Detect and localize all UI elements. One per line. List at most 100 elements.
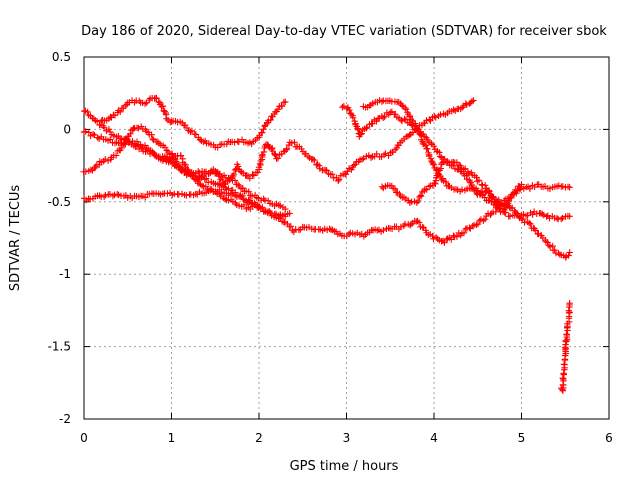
data-point: [120, 141, 128, 148]
data-point: [469, 222, 476, 230]
data-point: [369, 120, 376, 127]
data-point: [91, 131, 98, 139]
data-point: [135, 124, 142, 132]
data-point: [559, 214, 566, 222]
data-point: [565, 252, 572, 259]
data-point: [181, 161, 188, 168]
data-point: [223, 140, 230, 148]
data-point: [239, 184, 246, 192]
data-point: [430, 142, 438, 150]
y-tick-label: -1.5: [48, 340, 71, 354]
data-point: [427, 139, 435, 147]
y-tick-label: 0: [63, 122, 71, 136]
series-track-6: [159, 97, 477, 188]
x-axis-label: GPS time / hours: [290, 459, 399, 474]
x-tick-label: 1: [168, 431, 176, 445]
data-point: [243, 172, 250, 179]
series-track-5: [98, 94, 289, 151]
data-point: [339, 103, 346, 111]
data-point: [430, 161, 437, 169]
x-tick-label: 5: [518, 431, 526, 445]
data-point: [553, 214, 561, 222]
data-point: [508, 194, 515, 202]
data-point: [194, 178, 201, 185]
data-point: [100, 193, 108, 200]
data-point: [94, 134, 101, 141]
data-point: [289, 227, 296, 234]
data-point: [566, 184, 573, 191]
data-point: [529, 211, 536, 218]
data-point: [545, 242, 553, 249]
data-point: [450, 232, 457, 239]
data-point: [102, 155, 109, 163]
data-point: [149, 135, 156, 143]
x-tick-label: 2: [255, 431, 263, 445]
data-point: [198, 182, 206, 189]
data-point: [267, 116, 274, 124]
data-point: [282, 98, 289, 106]
data-point: [559, 374, 566, 382]
data-point: [429, 160, 437, 167]
data-point: [259, 151, 266, 158]
data-point: [425, 183, 433, 190]
data-point: [448, 236, 455, 243]
data-point: [260, 148, 268, 156]
data-point: [335, 176, 343, 183]
data-point: [560, 361, 568, 368]
data-point: [516, 186, 524, 193]
data-point: [221, 195, 229, 203]
data-point: [416, 130, 424, 138]
data-point: [473, 221, 480, 229]
data-point: [397, 223, 405, 231]
data-point: [566, 249, 573, 256]
data-point: [342, 171, 350, 178]
data-point: [278, 103, 286, 110]
data-point: [234, 163, 242, 170]
data-point: [249, 171, 256, 178]
data-point: [234, 181, 242, 188]
data-point: [239, 192, 246, 200]
data-point: [175, 163, 182, 170]
data-point: [346, 106, 353, 114]
data-point: [206, 185, 214, 192]
data-point: [168, 118, 175, 126]
data-point: [283, 145, 291, 153]
data-point: [429, 232, 436, 240]
data-point: [501, 206, 508, 214]
data-point: [406, 131, 413, 139]
data-point: [460, 229, 468, 236]
data-point: [216, 173, 223, 180]
series-track-1: [80, 186, 293, 221]
data-point: [436, 149, 443, 156]
data-point: [513, 190, 520, 197]
data-point: [407, 221, 415, 228]
data-point: [282, 205, 289, 213]
chart-title: Day 186 of 2020, Sidereal Day-to-day VTE…: [81, 24, 607, 39]
data-point: [230, 170, 238, 178]
data-point: [148, 131, 155, 138]
data-point: [481, 215, 489, 223]
data-point: [566, 299, 573, 307]
data-point: [82, 168, 90, 175]
data-point: [248, 192, 256, 200]
data-point: [438, 238, 445, 245]
data-point: [102, 191, 109, 199]
data-point: [414, 125, 421, 132]
data-point: [163, 153, 171, 161]
data-point: [335, 177, 342, 185]
data-point: [560, 370, 567, 377]
data-point: [434, 172, 441, 179]
data-point: [259, 204, 266, 211]
data-point: [539, 210, 546, 218]
data-point: [442, 178, 449, 186]
series-track-9: [360, 97, 573, 223]
y-axis-ticks: 0.5 0 -0.5 -1 -1.5 -2: [48, 50, 609, 426]
data-point: [141, 100, 149, 108]
data-point: [387, 109, 394, 116]
data-point: [219, 176, 226, 184]
data-point: [414, 197, 422, 205]
data-point: [402, 106, 410, 113]
data-point: [398, 102, 406, 109]
data-point: [505, 197, 513, 205]
